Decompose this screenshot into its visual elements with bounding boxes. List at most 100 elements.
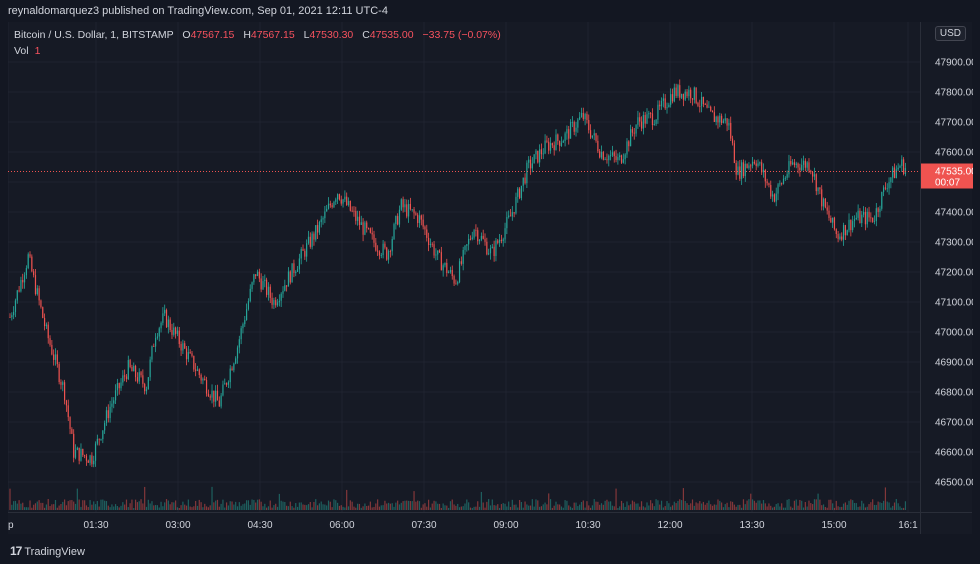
volume-bar [888, 502, 890, 510]
volume-bar [528, 505, 530, 510]
candle [593, 129, 595, 141]
volume-bar [677, 500, 679, 510]
candle [218, 396, 220, 407]
candle [453, 274, 455, 287]
candlestick-chart[interactable] [7, 22, 920, 512]
volume-bar [628, 505, 630, 510]
candle [537, 150, 539, 164]
candle [118, 382, 120, 395]
candle [549, 137, 552, 154]
volume-bar [54, 499, 57, 510]
close-value: 47535.00 [369, 29, 414, 41]
volume-bar [884, 487, 887, 510]
price-tick-label: 47600.00 [935, 148, 973, 159]
candle [220, 393, 222, 409]
volume-bar [857, 506, 859, 510]
price-pane[interactable]: Bitcoin / U.S. Dollar, 1, BITSTAMP O4756… [7, 22, 920, 512]
candle [699, 99, 701, 113]
candle [124, 369, 126, 382]
candle [646, 108, 648, 125]
candle [20, 276, 22, 293]
volume-bar [813, 499, 816, 510]
time-axis[interactable]: ep 01:30 03:00 04:30 06:00 07:30 09:00 10:30 12:… [2, 512, 920, 534]
candle [480, 232, 482, 242]
candle [750, 163, 752, 172]
candle [471, 231, 473, 241]
candle [617, 153, 619, 165]
tradingview-logo[interactable]: 17 TradingView [10, 544, 85, 558]
candle [298, 253, 300, 274]
volume-bar [489, 505, 492, 510]
candle [320, 215, 322, 228]
open-label: O [182, 29, 191, 41]
volume-bar [546, 504, 548, 510]
volume-bar [526, 504, 528, 510]
volume-bar [608, 501, 610, 510]
candle [53, 349, 55, 366]
volume-bar [473, 506, 475, 510]
candle [579, 112, 581, 121]
volume-bar [428, 499, 430, 510]
candle [84, 454, 86, 459]
price-axis[interactable]: 4846500.0046600.0046700.0046800.0046900.… [920, 22, 977, 512]
volume-bar [27, 507, 29, 510]
volume-bar [635, 503, 637, 510]
volume-bar [136, 502, 138, 510]
candle [337, 193, 339, 204]
candle [236, 345, 239, 364]
volume-bar [320, 501, 322, 510]
volume-bar [855, 503, 857, 510]
volume-bar [517, 507, 519, 510]
volume-bar [96, 500, 98, 510]
volume-bar [611, 505, 614, 510]
candle [264, 274, 266, 288]
candle [451, 265, 453, 280]
volume-bar [275, 503, 277, 510]
candle [653, 119, 655, 126]
volume-bar [839, 507, 841, 510]
candle [529, 155, 532, 175]
candle [848, 213, 850, 233]
volume-bar [593, 499, 595, 510]
candle [91, 452, 93, 467]
volume-bar [73, 501, 75, 510]
currency-button[interactable]: USD [934, 26, 966, 41]
volume-bar [782, 507, 785, 510]
volume-bar [91, 504, 93, 510]
candle [105, 406, 108, 426]
candle [682, 93, 684, 107]
candle [173, 322, 175, 337]
candle [198, 368, 200, 379]
price-tick-label: 47000.00 [935, 328, 973, 339]
candle [701, 91, 703, 113]
candle [120, 378, 122, 391]
volume-bar [761, 503, 763, 510]
volume-bar [276, 506, 279, 510]
candle [715, 115, 717, 126]
candle [801, 158, 803, 172]
candle [349, 200, 351, 212]
candle [808, 158, 810, 174]
volume-bar [806, 506, 808, 510]
candle [378, 250, 381, 260]
volume-bar [38, 500, 40, 510]
volume-bar [387, 502, 390, 510]
volume-bar [695, 502, 697, 510]
volume-bar [437, 503, 439, 510]
volume-bar [389, 503, 391, 510]
last-price-value: 47535.00 [935, 167, 973, 178]
candle [782, 174, 785, 185]
volume-bar [324, 504, 326, 510]
chart-frame[interactable]: Bitcoin / U.S. Dollar, 1, BITSTAMP O4756… [2, 22, 977, 534]
candle [315, 225, 317, 242]
volume-bar [278, 493, 280, 510]
volume-bar [866, 506, 868, 510]
volume-bar [156, 505, 159, 510]
candle [404, 199, 406, 212]
volume-bar [566, 500, 568, 510]
volume-bar [466, 499, 468, 510]
candle [704, 102, 706, 105]
candle [815, 173, 817, 196]
volume-bar [195, 500, 197, 510]
candle [185, 345, 188, 366]
